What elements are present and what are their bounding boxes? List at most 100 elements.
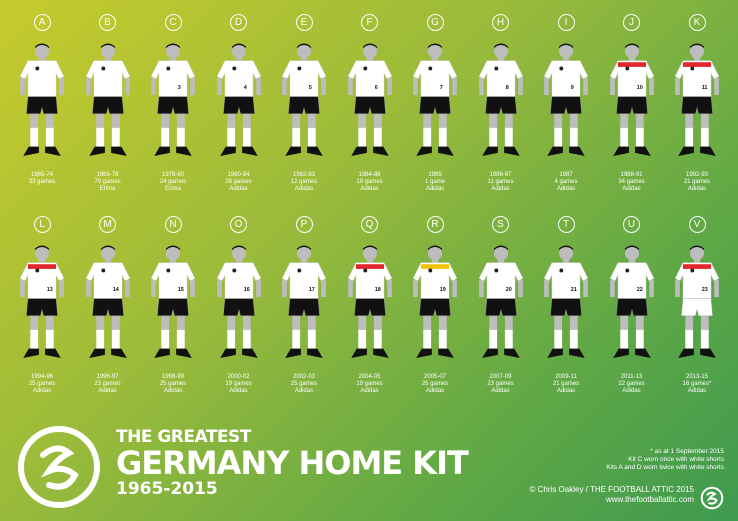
- kit-years: 2000-02: [227, 374, 250, 380]
- kit-q: Q 18 2004-05 19 games Adidas: [338, 216, 402, 395]
- shirt-band: [617, 62, 646, 67]
- kit-caption: 1994-96 25 games Adidas: [10, 374, 74, 395]
- svg-text:13: 13: [47, 287, 53, 293]
- kit-years: 2009-11: [555, 374, 577, 380]
- kit-p: P 17 2002-03 25 games Adidas: [272, 216, 336, 395]
- kit-games: 1 game: [424, 179, 445, 185]
- kit-caption: 2007-09 23 games Adidas: [469, 374, 533, 395]
- svg-text:9: 9: [571, 85, 574, 91]
- kit-caption: 2009-11 21 games Adidas: [534, 374, 598, 395]
- kit-n: N 15 1998-99 25 games Adidas: [141, 216, 205, 395]
- kit-games: 33 games: [28, 179, 56, 185]
- kit-letter: A: [33, 14, 51, 31]
- kit-maker: Adidas: [556, 388, 576, 394]
- kit-maker: Adidas: [425, 186, 445, 192]
- kit-years: 1992-93: [685, 172, 709, 178]
- kit-letter: D: [230, 14, 247, 31]
- kit-maker: Adidas: [687, 388, 707, 394]
- kit-c: C 3 1978-80 24 games Erima: [141, 14, 205, 193]
- kit-games: 19 games: [356, 381, 383, 387]
- kit-m: M 14 1996-97 23 games Adidas: [76, 216, 140, 395]
- kit-figure: 11: [674, 43, 720, 156]
- kit-u: U 22 2011-13 22 games Adidas: [600, 216, 664, 395]
- kit-games: 24 games: [159, 179, 187, 185]
- svg-text:15: 15: [178, 287, 184, 293]
- svg-text:18: 18: [374, 287, 380, 293]
- kit-caption: 1982-83 12 games Adidas: [272, 172, 336, 193]
- kit-games: 25 games: [28, 381, 56, 387]
- svg-text:23: 23: [702, 287, 708, 293]
- kit-figure: 13: [19, 245, 65, 358]
- svg-text:21: 21: [571, 287, 577, 293]
- kit-g: G 7 1985 1 game Adidas: [403, 14, 467, 193]
- kit-letter: O: [230, 216, 247, 233]
- kit-caption: 1988-91 34 games Adidas: [600, 172, 664, 193]
- kit-caption: 2005-07 26 games Adidas: [403, 374, 467, 395]
- kit-maker: Adidas: [425, 388, 445, 394]
- kit-years: 1986-87: [489, 172, 512, 178]
- kit-caption: 1992-93 21 games Adidas: [665, 172, 729, 193]
- kit-caption: 1996-97 23 games Adidas: [76, 374, 140, 395]
- kit-f: F 6 1984-86 19 games Adidas: [338, 14, 402, 193]
- kit-maker: Adidas: [491, 186, 510, 192]
- kit-years: 2004-05: [358, 374, 381, 380]
- kit-games: 34 games: [618, 179, 645, 185]
- kit-maker: Adidas: [294, 186, 314, 192]
- kit-figure: 15: [150, 245, 196, 358]
- kit-figure: [19, 43, 65, 156]
- kit-caption: 2013-15 16 games* Adidas: [665, 374, 729, 395]
- kit-figure: 22: [609, 245, 654, 358]
- kit-maker: Adidas: [491, 388, 510, 394]
- kit-games: 16 games*: [682, 381, 712, 387]
- kit-figure: 10: [609, 43, 654, 156]
- kit-maker: Adidas: [360, 388, 379, 394]
- kit-caption: 1965-78 79 games Erima: [76, 172, 140, 193]
- kit-caption: 1978-80 24 games Erima: [141, 172, 205, 193]
- note: * as at 1 September 2015: [650, 448, 724, 455]
- svg-text:20: 20: [505, 287, 511, 293]
- kit-figure: 3: [150, 43, 196, 156]
- kit-letter: R: [426, 216, 444, 233]
- kit-k: K 11 1992-93 21 games Adidas: [665, 14, 729, 193]
- kit-figure: 23: [674, 245, 720, 358]
- kit-figure: 18: [347, 245, 392, 358]
- svg-text:8: 8: [505, 85, 508, 91]
- kit-figure: 8: [478, 43, 523, 156]
- kit-years: 1984-86: [358, 172, 381, 178]
- kit-caption: 1980-84 28 games Adidas: [207, 172, 271, 193]
- kit-letter: N: [164, 216, 182, 233]
- kit-maker: Adidas: [229, 186, 248, 192]
- kit-letter: B: [99, 14, 116, 31]
- kit-years: 1994-96: [30, 374, 54, 380]
- kit-figure: 14: [85, 245, 130, 358]
- kit-figure: 9: [543, 43, 589, 156]
- kit-maker: Adidas: [360, 186, 379, 192]
- shirt-band: [682, 264, 712, 269]
- title-line-1: THE GREATEST: [116, 427, 251, 447]
- kit-years: 2011-13: [620, 374, 643, 380]
- kit-caption: 1985 1 game Adidas: [403, 172, 467, 193]
- kit-letter: Q: [361, 216, 378, 233]
- credit: © Chris Oakley / THE FOOTBALL ATTIC 2015…: [530, 485, 694, 505]
- kit-games: 12 games: [290, 179, 318, 185]
- kit-years: 2002-03: [292, 374, 316, 380]
- kit-years: 1988-91: [620, 172, 643, 178]
- kit-figure: 7: [412, 43, 458, 156]
- kit-letter: F: [361, 14, 378, 31]
- kit-years: 2013-15: [685, 374, 709, 380]
- kit-figure: 16: [216, 245, 261, 358]
- kit-caption: 1986-87 11 games Adidas: [469, 172, 533, 193]
- kit-e: E 5 1982-83 12 games Adidas: [272, 14, 336, 193]
- kit-j: J 10 1988-91 34 games Adidas: [600, 14, 664, 193]
- kit-letter: C: [164, 14, 182, 31]
- kit-years: 1978-80: [161, 172, 185, 178]
- kit-maker: Adidas: [229, 388, 248, 394]
- kit-games: 28 games: [225, 179, 252, 185]
- credit-author: © Chris Oakley / THE FOOTBALL ATTIC 2015: [529, 485, 694, 494]
- kit-years: 1998-99: [161, 374, 185, 380]
- kit-caption: 2011-13 22 games Adidas: [600, 374, 664, 395]
- kit-years: 1980-84: [227, 172, 250, 178]
- kit-letter: J: [623, 14, 640, 31]
- svg-text:3: 3: [178, 85, 181, 91]
- kit-maker: Adidas: [163, 388, 183, 394]
